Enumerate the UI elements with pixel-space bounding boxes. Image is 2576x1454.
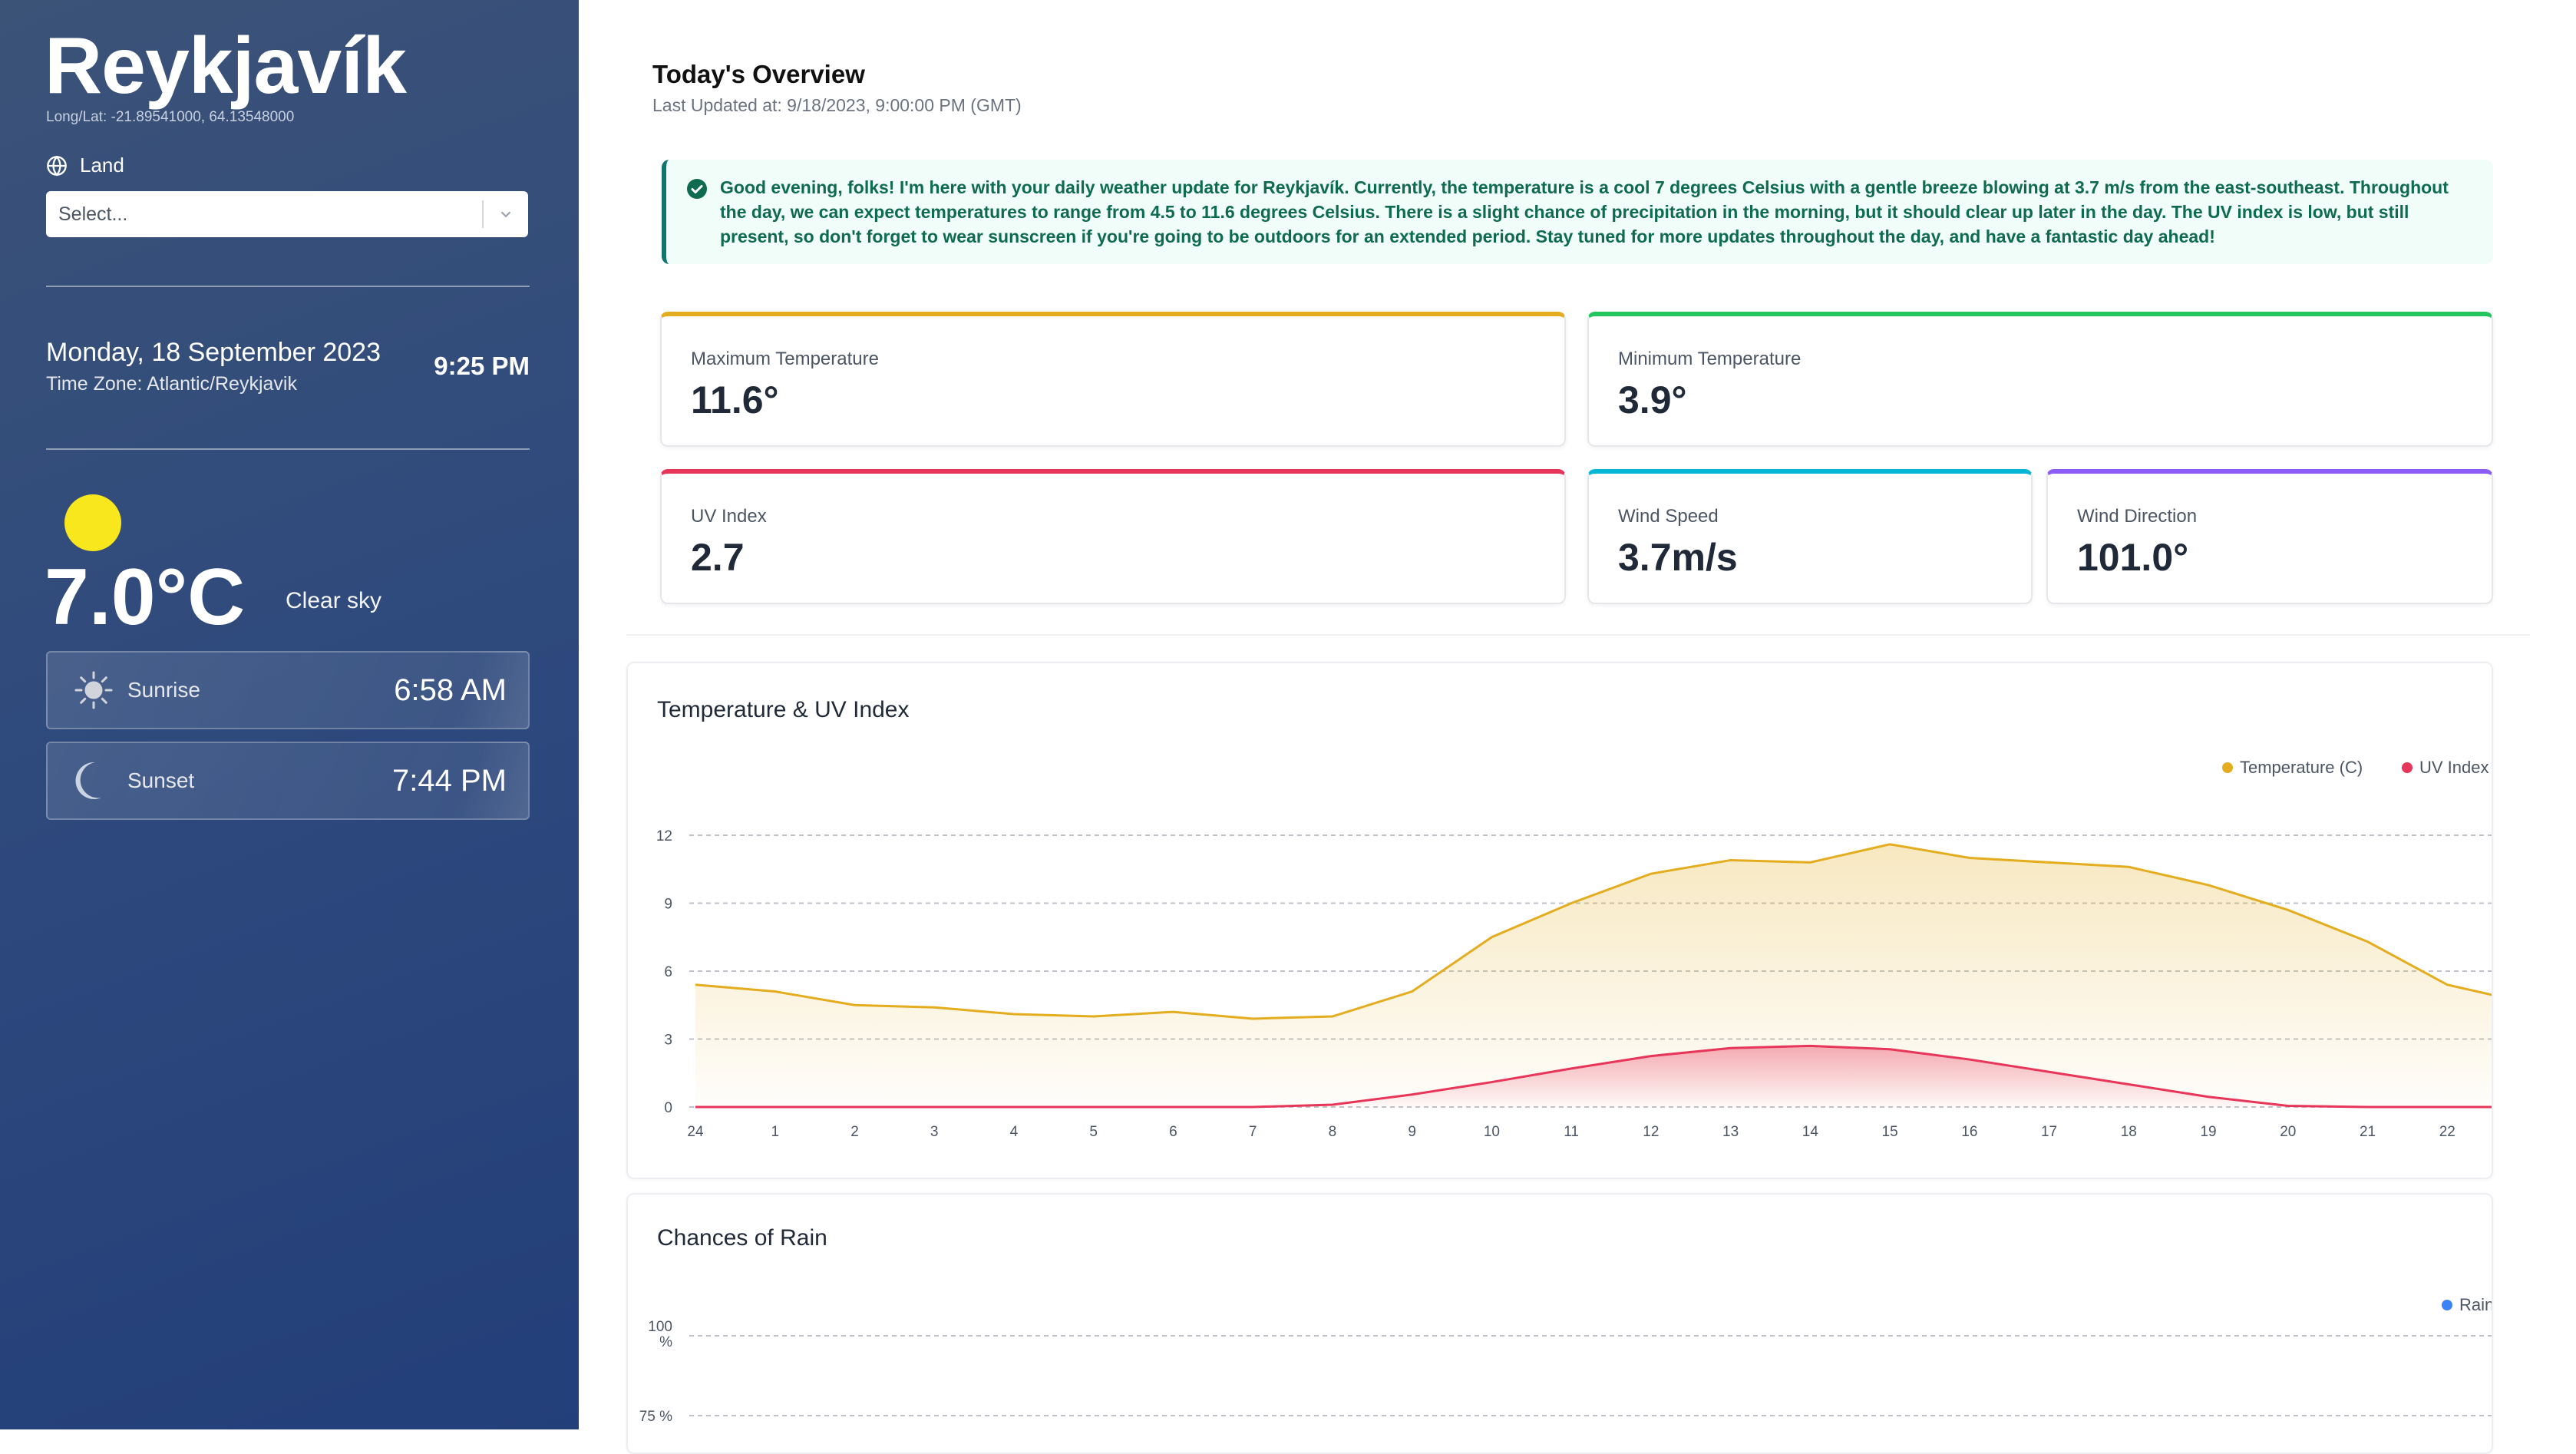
y-tick-label: 3 (664, 1033, 672, 1049)
legend-marker (2222, 762, 2233, 773)
x-tick-label: 24 (687, 1124, 704, 1140)
sun-icon (71, 667, 117, 713)
weather-summary-alert: Good evening, folks! I'm here with your … (662, 160, 2493, 264)
temperature-uv-panel: Temperature & UV Index 0 3 6 9 12 24 1 2 3 4 5 6 7 8 9… (626, 662, 2493, 1179)
coordinates: Long/Lat: -21.89541000, 64.13548000 (46, 109, 295, 125)
y-tick-label: 9 (664, 897, 672, 913)
x-tick-label: 9 (1408, 1124, 1416, 1140)
sun-icon (64, 494, 121, 551)
current-temperature: 7.0°C (45, 553, 246, 642)
sidebar: Reykjavík Long/Lat: -21.89541000, 64.135… (0, 0, 579, 1429)
current-time: 9:25 PM (434, 352, 530, 380)
land-label: Land (46, 154, 124, 177)
legend-marker (2442, 1300, 2452, 1310)
weather-summary-text: Good evening, folks! I'm here with your … (720, 177, 2449, 246)
legend-label: Temperature (C) (2240, 758, 2363, 777)
wind-speed-card: Wind Speed 3.7m/s (1587, 469, 2033, 604)
y-tick-label: % (659, 1334, 672, 1350)
x-tick-label: 5 (1089, 1124, 1098, 1140)
wind-speed-label: Wind Speed (1618, 506, 1719, 527)
land-label-text: Land (80, 154, 124, 177)
max-temperature-card: Maximum Temperature 11.6° (660, 312, 1566, 447)
legend-label: UV Index (2419, 758, 2489, 777)
city-name: Reykjavík (45, 21, 407, 111)
wind-direction-card: Wind Direction 101.0° (2046, 469, 2493, 604)
series-line (695, 1044, 2492, 1109)
weather-condition: Clear sky (286, 588, 382, 613)
x-tick-label: 21 (2360, 1124, 2376, 1140)
y-tick-label: 0 (664, 1100, 672, 1116)
main-content: Today's Overview Last Updated at: 9/18/2… (579, 0, 2576, 1454)
x-tick-label: 18 (2121, 1124, 2137, 1140)
x-tick-label: 20 (2280, 1124, 2296, 1140)
legend-marker (2402, 762, 2413, 773)
sunrise-time: 6:58 AM (394, 672, 507, 707)
x-tick-label: 1 (771, 1124, 779, 1140)
wind-direction-label: Wind Direction (2077, 506, 2198, 527)
x-tick-label: 10 (1484, 1124, 1500, 1140)
section-divider (626, 634, 2530, 636)
select-separator (482, 200, 484, 228)
wind-speed-value: 3.7m/s (1618, 536, 1738, 579)
rain-panel: Chances of Rain 100% 75 % Rain (%) (626, 1193, 2493, 1454)
min-temperature-card: Minimum Temperature 3.9° (1587, 312, 2493, 447)
overview-title: Today's Overview (652, 60, 865, 88)
sunrise-row: Sunrise 6:58 AM (46, 651, 530, 729)
sunset-label: Sunset (127, 768, 195, 792)
uv-index-label: UV Index (691, 506, 767, 527)
uv-index-value: 2.7 (691, 536, 745, 579)
y-tick-label: 12 (656, 828, 672, 844)
x-tick-label: 15 (1882, 1124, 1898, 1140)
rain-chart: 100% 75 % Rain (%) (639, 1295, 2492, 1425)
x-tick-label: 2 (850, 1124, 859, 1140)
current-date: Monday, 18 September 2023 (46, 338, 381, 367)
temperature-uv-title: Temperature & UV Index (657, 697, 910, 722)
y-tick-label: 75 % (639, 1409, 672, 1425)
legend-label: Rain (%) (2459, 1295, 2492, 1314)
last-updated: Last Updated at: 9/18/2023, 9:00:00 PM (… (652, 95, 1022, 115)
x-tick-label: 17 (2041, 1124, 2057, 1140)
x-tick-label: 4 (1010, 1124, 1019, 1140)
uv-index-card: UV Index 2.7 (660, 469, 1566, 604)
series-area (695, 1046, 2492, 1107)
x-tick-label: 7 (1249, 1124, 1257, 1140)
max-temperature-value: 11.6° (691, 378, 779, 421)
x-tick-label: 3 (930, 1124, 939, 1140)
divider (46, 448, 530, 450)
land-select[interactable]: Select... (46, 191, 528, 237)
check-circle-icon (687, 179, 707, 199)
sunrise-label: Sunrise (127, 678, 200, 702)
series-area (695, 844, 2492, 1107)
moon-icon (71, 758, 117, 804)
timezone: Time Zone: Atlantic/Reykjavik (46, 373, 297, 395)
x-tick-label: 12 (1643, 1124, 1659, 1140)
series-line (695, 843, 2492, 1020)
y-tick-label: 100 (648, 1319, 672, 1335)
land-select-placeholder: Select... (58, 203, 128, 225)
x-tick-label: 14 (1802, 1124, 1819, 1140)
max-temperature-label: Maximum Temperature (691, 349, 879, 369)
divider (46, 286, 530, 287)
y-tick-label: 6 (664, 964, 672, 980)
chevron-down-icon[interactable] (484, 206, 528, 223)
x-tick-label: 6 (1169, 1124, 1177, 1140)
globe-icon (47, 155, 67, 176)
rain-title: Chances of Rain (657, 1225, 827, 1251)
x-tick-label: 16 (1961, 1124, 1977, 1140)
min-temperature-value: 3.9° (1618, 378, 1687, 421)
wind-direction-value: 101.0° (2077, 536, 2189, 579)
min-temperature-label: Minimum Temperature (1618, 349, 1802, 369)
x-tick-label: 19 (2200, 1124, 2216, 1140)
x-tick-label: 13 (1722, 1124, 1739, 1140)
sunset-time: 7:44 PM (392, 763, 507, 798)
x-tick-label: 8 (1329, 1124, 1337, 1140)
x-tick-label: 11 (1564, 1124, 1579, 1140)
x-tick-label: 22 (2439, 1124, 2455, 1140)
sunset-row: Sunset 7:44 PM (46, 742, 530, 820)
